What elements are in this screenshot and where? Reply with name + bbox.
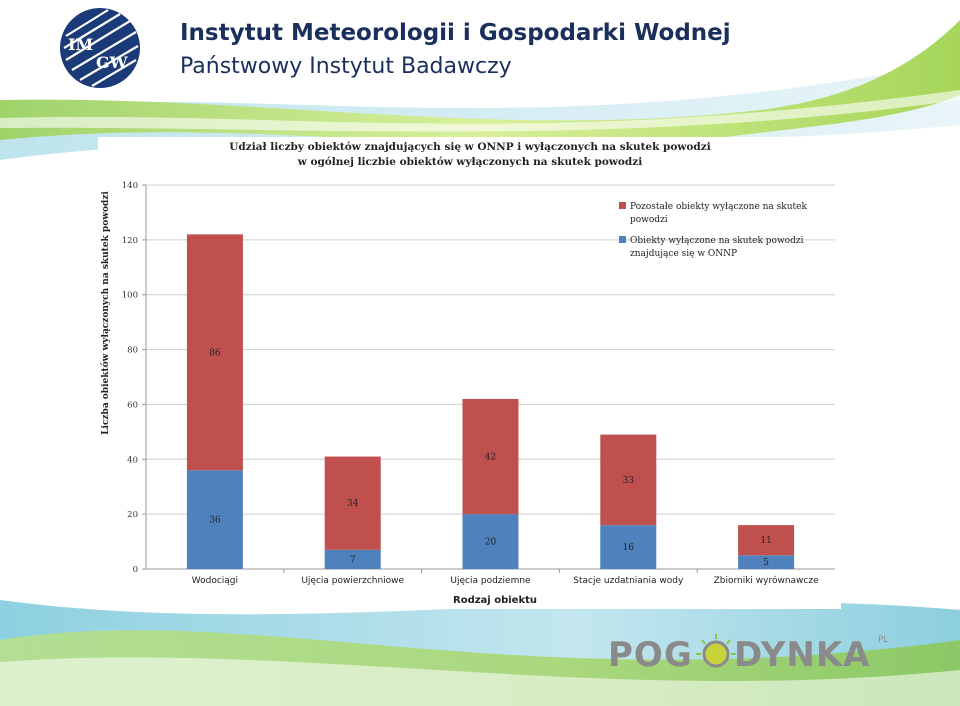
data-label: 7 [350,555,356,565]
data-label: 42 [485,453,496,463]
y-tick-label: 0 [133,565,138,575]
bar-other [738,525,795,556]
bar-other [324,456,381,550]
y-axis-label: Liczba obiektów wyłączonych na skutek po… [100,191,111,435]
x-axis-label: Rodzaj obiektu [453,595,537,606]
y-axis-ticks: 0 20 40 60 80 100 120 140 [122,181,147,575]
brand-right-text: DYNKA [734,635,870,675]
legend-label-line1: Obiekty wyłączone na skutek powodzi [630,236,804,246]
bars: 36 86 7 34 20 42 16 33 5 11 [186,234,795,569]
brand-suffix-text: PL [878,635,888,645]
x-tick-label: Zbiorniki wyrównawcze [714,575,820,586]
pogodynka-logo: POG DYNKA PL [602,626,902,682]
logo-text-top: IM [68,35,93,54]
x-tick-label: Stacje uzdatniania wody [573,576,684,586]
chart-panel: Udział liczby obiektów znajdujących się … [98,137,841,609]
institute-title: Instytut Meteorologii i Gospodarki Wodne… [180,20,731,46]
data-label: 33 [623,476,635,486]
bar-onnp [186,470,243,569]
brand-left-text: POG [608,635,693,675]
institute-subtitle: Państwowy Instytut Badawczy [180,54,512,79]
legend-swatch [619,236,626,243]
data-label: 36 [209,516,221,526]
x-tick-label: Ujęcia powierzchniowe [301,576,404,586]
data-label: 34 [347,499,359,509]
chart-title-line1: Udział liczby obiektów znajdujących się … [229,141,710,153]
legend: Pozostałe obiekty wyłączone na skutek pow… [619,202,807,259]
y-tick-label: 120 [122,236,138,246]
y-tick-label: 100 [122,291,138,301]
chart-title-line2: w ogólnej liczbie obiektów wyłączonych n… [297,156,642,168]
y-tick-label: 80 [127,346,138,356]
y-tick-label: 40 [127,455,138,465]
y-tick-label: 140 [122,181,138,191]
bar-other [462,398,519,515]
y-tick-label: 20 [127,510,138,520]
bar-other [186,234,243,471]
bar-onnp [324,549,381,569]
legend-label-line2: powodzi [630,215,668,225]
data-label: 16 [623,543,635,553]
bar-onnp [462,514,519,569]
y-tick-label: 60 [127,400,138,410]
legend-label-line1: Pozostałe obiekty wyłączone na skutek [630,202,807,212]
imgw-logo: IM GW [60,8,140,88]
data-label: 5 [763,558,769,568]
legend-label-line2: znajdujące się w ONNP [630,249,737,259]
stacked-bar-chart: Udział liczby obiektów znajdujących się … [100,141,835,606]
bar-onnp [738,555,795,569]
bar-onnp [600,525,657,569]
x-tick-label: Wodociągi [192,576,238,586]
data-label: 11 [760,536,771,546]
data-label: 86 [209,348,221,358]
legend-swatch [619,202,626,209]
x-tick-label: Ujęcia podziemne [450,576,531,586]
bar-other [600,434,657,526]
sun-icon [696,634,736,668]
x-axis-ticks: Wodociągi Ujęcia powierzchniowe Ujęcia pod… [192,569,819,586]
logo-text-bottom: GW [96,53,129,72]
data-label: 20 [485,538,497,548]
